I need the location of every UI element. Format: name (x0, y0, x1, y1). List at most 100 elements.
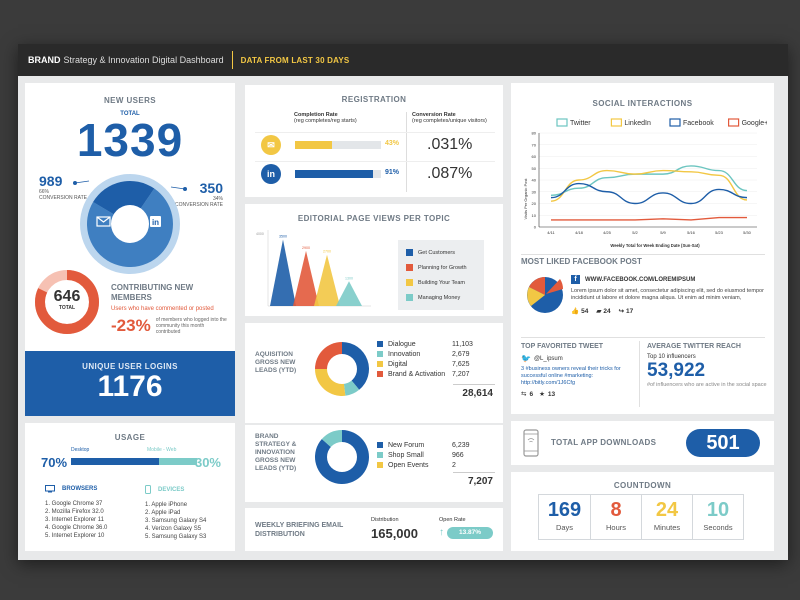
x-tick-label: 5/23 (715, 230, 724, 235)
likes-count: 54 (581, 307, 589, 315)
y-tick-label: 10 (532, 213, 537, 218)
countdown-value: 169 (547, 499, 582, 521)
tweet-handle[interactable]: @L_ipsum (533, 355, 563, 362)
social-title: SOCIAL INTERACTIONS (592, 99, 693, 108)
legend-swatch (669, 118, 681, 127)
acquisition-list: Dialogue 11,103 Innovation 2,679 Digital 7,62… (377, 339, 494, 379)
weekly-briefing-panel: WEEKLY BRIEFING EMAIL DISTRIBUTION Distr… (245, 508, 503, 551)
editorial-legend: Get Customers Planning for Growth Building… (398, 240, 484, 310)
topic-bar (270, 239, 296, 306)
total-label: TOTAL (120, 111, 140, 117)
dashboard-frame: BRAND Strategy & Innovation Digital Dash… (18, 44, 788, 560)
x-tick-label: 4/25 (603, 230, 612, 235)
devices-block: DEVICES 1. Apple iPhone 2. Apple iPad 3. S… (145, 485, 206, 541)
completion-bar-fill (295, 170, 374, 178)
contributing-center: 646 TOTAL (34, 288, 100, 312)
browsers-block: BROWSERS 1. Google Chrome 37 2. Mozilla F… (45, 485, 107, 540)
favorite-count: 13 (547, 390, 556, 398)
dashboard-title: Strategy & Innovation Digital Dashboard (63, 55, 224, 65)
up-arrow-icon: ↑ (439, 527, 444, 538)
device-item: 3. Samsung Galaxy S4 (145, 518, 207, 524)
x-tick-label: 5/9 (660, 230, 666, 235)
lead-swatch (377, 452, 383, 458)
y-tick-label: 80 (532, 131, 537, 136)
lead-value: 11,103 (452, 340, 473, 348)
retweet-count: 6 (529, 390, 534, 398)
lead-value: 7,625 (452, 360, 470, 368)
contributing-value: 646 (53, 288, 81, 305)
legend-item: Get Customers (406, 245, 476, 260)
reach-note: #of influencers who are active in the so… (647, 382, 767, 388)
unique-logins-panel: UNIQUE USER LOGINS 1176 (25, 351, 235, 416)
left-value: 989 (39, 173, 63, 189)
x-tick-label: 4/18 (575, 230, 584, 235)
app-downloads-value: 501 (686, 429, 760, 457)
right-value: 350 (199, 180, 223, 196)
legend-label: Google+ (742, 120, 767, 127)
x-tick-label: 5/2 (632, 230, 638, 235)
left-pct: 66% (39, 189, 50, 195)
topic-bar (336, 281, 362, 306)
legend-label: LinkedIn (624, 120, 651, 127)
legend-item: Building Your Team (406, 275, 476, 290)
lead-swatch (377, 371, 383, 377)
topic-value-label: 1300 (345, 276, 353, 280)
left-conversion: 989 66% CONVERSION RATE (39, 173, 87, 201)
left-leader-line (74, 180, 90, 184)
facebook-pie (527, 277, 564, 313)
lead-label: Dialogue (388, 340, 416, 348)
countdown-value: 10 (706, 499, 730, 521)
lead-label: Brand & Activation (388, 370, 446, 378)
tweet-link[interactable]: http://bitly.com/1J6Cfg (521, 380, 576, 386)
shares-count: 17 (626, 307, 634, 315)
contributing-ring (35, 270, 99, 334)
countdown-label: Days (555, 523, 574, 532)
usage-panel: USAGE Desktop Mobile - Web 70% 30% BROWS… (25, 423, 235, 551)
top-bar: BRAND Strategy & Innovation Digital Dash… (18, 44, 788, 76)
app-downloads-title: TOTAL APP DOWNLOADS (551, 438, 657, 447)
brand-strategy-list: New Forum 6,239 Shop Small 966 Open Events 2 (377, 440, 494, 470)
lead-row: Shop Small 966 (377, 450, 494, 460)
new-users-total: 1339 (76, 114, 184, 166)
retweet-icon: ⇆ (521, 391, 527, 398)
donut-hole (111, 205, 149, 243)
lead-label: Shop Small (388, 451, 424, 459)
tweet-title: TOP FAVORITED TWEET (521, 343, 604, 350)
right-label: CONVERSION RATE (175, 202, 223, 208)
lead-value: 7,207 (452, 370, 470, 378)
social-chart: Twitter LinkedIn Facebook Google+ Visits Pe… (523, 118, 767, 248)
usage-title: USAGE (114, 433, 146, 442)
x-tick-label: 4/11 (547, 230, 555, 235)
x-tick-label: 5/30 (743, 230, 752, 235)
open-rate-badge: 13.87% (447, 527, 493, 539)
device-item: 2. Apple iPad (145, 510, 181, 516)
distribution-label: Distribution (371, 517, 399, 523)
email-icon (96, 216, 111, 227)
completion-bar (295, 170, 381, 178)
distribution-value: 165,000 (371, 526, 418, 541)
acquisition-panel: AQUISITION GROSS NEW LEADS (YTD) Dialogu… (245, 323, 503, 423)
legend-swatch (610, 118, 623, 127)
lead-swatch (377, 341, 383, 347)
browser-item: 3. Internet Explorer 11 (45, 517, 104, 523)
editorial-panel: EDITORIAL PAGE VIEWS PER TOPIC 4000 3500… (245, 204, 503, 316)
completion-header: Completion Rate (reg completes/reg start… (294, 112, 357, 124)
completion-sub: (reg completes/reg starts) (294, 118, 357, 124)
countdown-cell: 24 Minutes (641, 495, 692, 539)
devices-title: DEVICES (158, 486, 185, 493)
countdown-title: COUNTDOWN (613, 481, 672, 490)
lead-label: Innovation (388, 350, 421, 358)
lead-value: 2 (452, 461, 456, 469)
left-label: CONVERSION RATE (39, 195, 87, 201)
comment-icon: ▰ (596, 308, 602, 315)
facebook-url[interactable]: WWW.FACEBOOK.COM/LOREMIPSUM (585, 276, 696, 283)
registration-title: REGISTRATION (341, 95, 407, 104)
contributing-info: CONTRIBUTING NEW MEMBERS Users who have … (111, 283, 229, 336)
lead-swatch (377, 351, 383, 357)
phone-icon (145, 485, 151, 494)
right-leader-line (170, 186, 186, 190)
legend-item: Managing Money (406, 290, 476, 305)
reach-title: AVERAGE TWITTER REACH (647, 343, 741, 350)
completion-bar-fill (295, 141, 332, 149)
lead-value: 2,679 (452, 350, 470, 358)
